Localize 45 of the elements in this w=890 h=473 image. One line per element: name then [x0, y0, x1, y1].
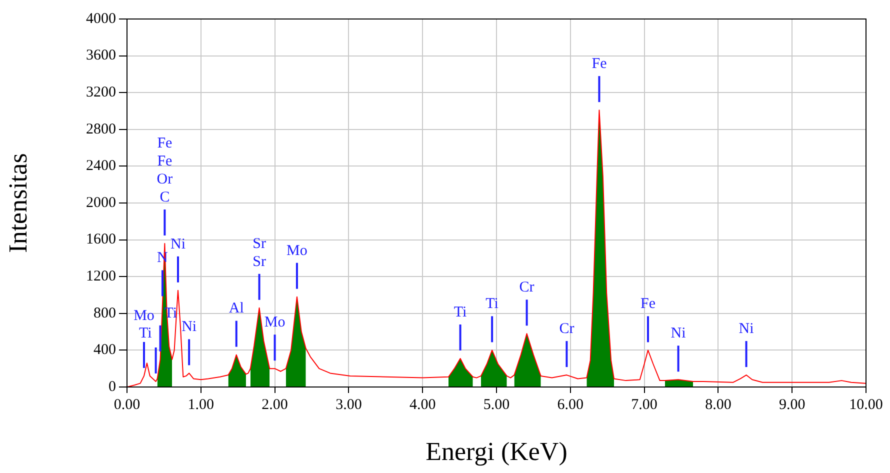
x-tick-label: 7.00	[631, 396, 658, 413]
y-tick-label: 0	[108, 378, 116, 395]
y-tick-label: 1200	[86, 268, 116, 285]
y-tick-label: 3600	[86, 48, 116, 64]
x-tick-label: 6.00	[557, 396, 584, 413]
x-axis-title: Energi (KeV)	[426, 437, 568, 466]
y-axis-title: Intensitas	[3, 153, 32, 253]
annotation: Ti	[454, 304, 467, 320]
y-tick-label: 1600	[86, 232, 116, 248]
annotation: Ti	[139, 325, 152, 342]
annotation: Fe	[157, 153, 173, 170]
annotation: Ni	[670, 326, 686, 342]
x-tick-label: 1.00	[188, 396, 214, 413]
x-tick-label: 0.00	[114, 396, 140, 413]
annotation: Al	[228, 300, 244, 317]
x-tick-label: 5.00	[483, 396, 510, 413]
y-tick-label: 400	[94, 342, 116, 358]
y-tick-label: 4000	[86, 10, 116, 27]
annotation: Ni	[182, 319, 197, 336]
annotation: Ni	[738, 320, 754, 337]
annotation: Or	[156, 171, 173, 188]
annotation: Fe	[157, 135, 173, 152]
annotation: Sr	[252, 254, 266, 270]
y-tick-label: 2000	[86, 194, 116, 211]
x-tick-label: 3.00	[336, 396, 362, 413]
x-tick-label: 4.00	[409, 396, 436, 413]
annotation: Mo	[134, 308, 154, 324]
y-tick-label: 800	[94, 305, 116, 322]
annotation: Sr	[252, 236, 266, 252]
annotation: Ti	[486, 296, 498, 312]
annotation: Ni	[170, 236, 186, 252]
x-tick-label: 8.00	[705, 396, 732, 413]
y-tick-label: 2800	[86, 121, 116, 138]
x-tick-label: 10.00	[849, 396, 883, 413]
annotation: Mo	[286, 242, 308, 259]
y-tick-label: 2400	[86, 158, 116, 174]
x-tick-label: 9.00	[778, 396, 806, 413]
annotation: C	[160, 189, 170, 206]
annotation: Cr	[559, 320, 574, 337]
annotation: Mo	[264, 314, 286, 331]
y-tick-label: 3200	[86, 84, 116, 101]
annotation: Cr	[519, 280, 534, 296]
x-tick-label: 2.00	[262, 396, 288, 413]
annotation: Fe	[640, 296, 656, 312]
annotation: Fe	[592, 56, 608, 72]
